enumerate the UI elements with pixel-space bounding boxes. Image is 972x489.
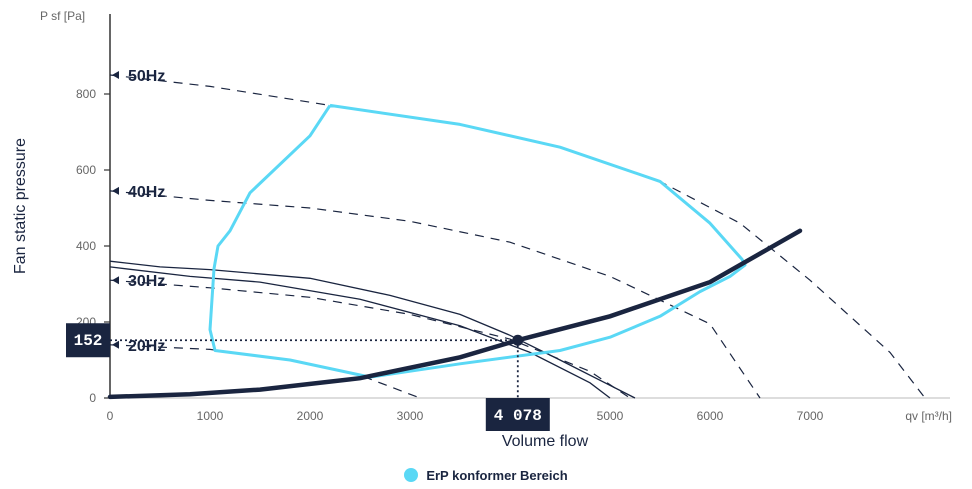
speed-curve <box>109 190 761 399</box>
operating-point-group: 152 4 078 <box>66 323 550 431</box>
erp-region-outline <box>208 103 747 379</box>
y-tick-label: 800 <box>76 87 96 101</box>
speed-marker-icon <box>112 186 119 195</box>
speed-marker-icon <box>112 71 119 79</box>
y-value-box <box>66 323 110 358</box>
y-value-label: 152 <box>74 332 103 350</box>
x-unit-label: qv [m³/h] <box>905 409 952 423</box>
x-tick-label: 6000 <box>697 409 724 423</box>
erp-region <box>208 103 747 379</box>
legend-label: ErP konformer Bereich <box>426 468 568 483</box>
x-tick-label: 7000 <box>797 409 824 423</box>
y-tick-label: 400 <box>76 239 96 253</box>
y-tick-label: 0 <box>89 391 96 405</box>
speed-marker-icon <box>112 340 119 349</box>
system-curve <box>109 266 611 399</box>
x-tick-label: 3000 <box>397 409 424 423</box>
speed-curve <box>109 74 926 399</box>
speed-label: 20Hz <box>128 338 165 355</box>
y-tick-label: 600 <box>76 163 96 177</box>
operating-curve-line <box>107 228 803 400</box>
speed-label: 50Hz <box>128 68 165 85</box>
axes: 0200400600800010002000300040005000600070… <box>76 14 950 423</box>
operating-point[interactable] <box>512 334 524 346</box>
speed-label: 30Hz <box>128 273 165 290</box>
x-value-label: 4 078 <box>494 407 542 425</box>
x-value-box <box>485 398 550 431</box>
speed-marker-icon <box>112 276 119 285</box>
speed-curve <box>109 279 631 399</box>
x-axis-title: Volume flow <box>502 433 589 450</box>
speed-curves: 50Hz 40Hz 30Hz 20Hz <box>109 68 926 399</box>
y-unit-label: P sf [Pa] <box>40 9 85 23</box>
x-tick-label: 2000 <box>297 409 324 423</box>
x-tick-label: 1000 <box>197 409 224 423</box>
legend-swatch <box>404 468 419 482</box>
speed-label: 40Hz <box>128 184 165 201</box>
operating-curve <box>107 228 803 400</box>
fan-performance-chart: 0200400600800010002000300040005000600070… <box>12 9 952 450</box>
y-axis-title: Fan static pressure <box>12 138 29 274</box>
x-tick-label: 5000 <box>597 409 624 423</box>
legend[interactable]: ErP konformer Bereich <box>0 468 972 483</box>
x-tick-label: 0 <box>107 409 114 423</box>
